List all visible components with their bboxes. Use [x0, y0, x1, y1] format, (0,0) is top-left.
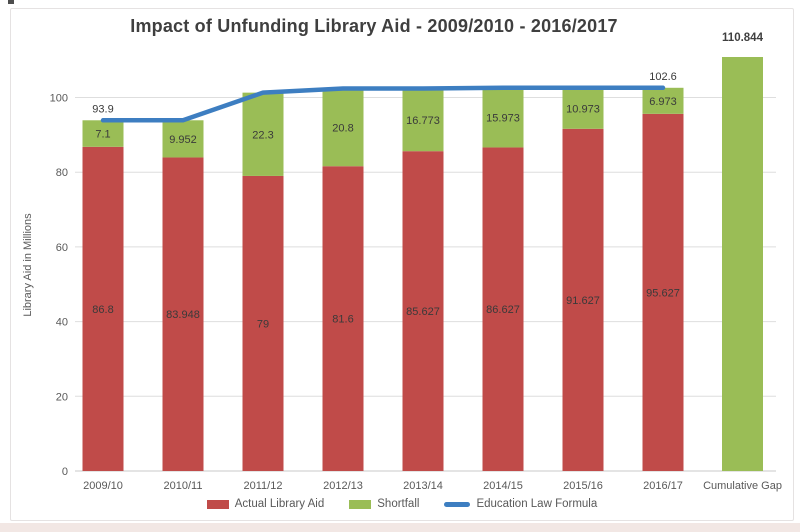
x-tick-label-cumulative-gap: Cumulative Gap: [703, 480, 782, 492]
x-tick-label-2013/14: 2013/14: [403, 480, 443, 492]
y-tick-label-0: 0: [62, 466, 68, 478]
data-label-shortfall-2013/14: 16.773: [406, 115, 440, 127]
data-label-line-last: 102.6: [649, 71, 677, 83]
bar-actual-2014/15: [482, 147, 524, 471]
chart-title: Impact of Unfunding Library Aid - 2009/2…: [130, 16, 618, 36]
x-tick-label-2012/13: 2012/13: [323, 480, 363, 492]
x-tick-label-2010/11: 2010/11: [164, 480, 203, 492]
data-label-actual-2015/16: 91.627: [566, 295, 600, 307]
bar-actual-2013/14: [402, 151, 444, 471]
data-label-actual-2009/10: 86.8: [92, 304, 113, 316]
data-label-shortfall-2015/16: 10.973: [566, 103, 600, 115]
bar-shortfall-2014/15: [482, 87, 524, 148]
bar-shortfall-2009/10: [82, 120, 124, 147]
legend-item-actual-library-aid: Actual Library Aid: [206, 498, 325, 510]
y-tick-label-60: 60: [56, 242, 68, 254]
bar-shortfall-2013/14: [402, 88, 444, 152]
bottom-border-strip: [0, 523, 800, 532]
bar-shortfall-2011/12: [242, 92, 284, 176]
education-law-formula-line: [100, 85, 666, 123]
y-tick-label-20: 20: [56, 391, 68, 403]
bar-actual-2015/16: [562, 128, 604, 472]
data-label-actual-2010/11: 83.948: [166, 309, 200, 321]
bar-actual-2009/10: [82, 146, 124, 471]
data-label-shortfall-2014/15: 15.973: [486, 113, 520, 125]
data-label-actual-2013/14: 85.627: [406, 306, 440, 318]
data-label-actual-2014/15: 86.627: [486, 304, 520, 316]
y-axis-title: Library Aid in Millions: [22, 213, 34, 317]
shortfall-swatch-icon: [349, 499, 372, 509]
data-label-shortfall-2016/17: 6.973: [649, 96, 677, 108]
bar-shortfall-2012/13: [322, 88, 364, 167]
education-law-formula-swatch-icon: [444, 501, 471, 507]
bar-shortfall-2016/17: [642, 87, 684, 114]
legend-label-education-law-formula: Education Law Formula: [476, 498, 598, 510]
data-label-actual-2012/13: 81.6: [332, 314, 353, 326]
data-label-shortfall-2010/11: 9.952: [169, 134, 197, 146]
y-tick-label-80: 80: [56, 167, 68, 179]
legend: Actual Library Aid Shortfall Education L…: [10, 498, 794, 510]
y-tick-label-100: 100: [50, 93, 68, 105]
x-tick-label-2009/10: 2009/10: [83, 480, 123, 492]
x-tick-label-2015/16: 2015/16: [563, 480, 603, 492]
data-label-shortfall-2011/12: 22.3: [252, 129, 273, 141]
legend-item-shortfall: Shortfall: [349, 498, 419, 510]
bar-cumulative-gap: [722, 56, 763, 472]
data-label-actual-2011/12: 79: [257, 318, 269, 330]
data-label-shortfall-2012/13: 20.8: [332, 122, 353, 134]
bar-shortfall-2010/11: [162, 120, 204, 158]
bar-actual-2012/13: [322, 166, 364, 471]
legend-label-actual-library-aid: Actual Library Aid: [234, 498, 325, 510]
x-tick-label-2014/15: 2014/15: [483, 480, 523, 492]
bar-actual-2016/17: [642, 113, 684, 471]
bar-shortfall-2015/16: [562, 87, 604, 129]
legend-label-shortfall: Shortfall: [377, 498, 420, 510]
data-label-actual-2016/17: 95.627: [646, 287, 680, 299]
data-label-shortfall-2009/10: 7.1: [95, 129, 110, 141]
y-tick-label-40: 40: [56, 317, 68, 329]
bar-actual-2010/11: [162, 157, 204, 471]
bar-actual-2011/12: [242, 175, 284, 471]
screen-edge-artifact: [8, 0, 14, 4]
actual-library-aid-swatch-icon: [206, 499, 229, 509]
legend-item-education-law-formula: Education Law Formula: [444, 498, 597, 510]
data-label-cumulative-gap: 110.844: [722, 32, 764, 44]
data-label-line-first: 93.9: [92, 103, 113, 115]
x-tick-label-2011/12: 2011/12: [244, 480, 283, 492]
x-tick-label-2016/17: 2016/17: [643, 480, 683, 492]
